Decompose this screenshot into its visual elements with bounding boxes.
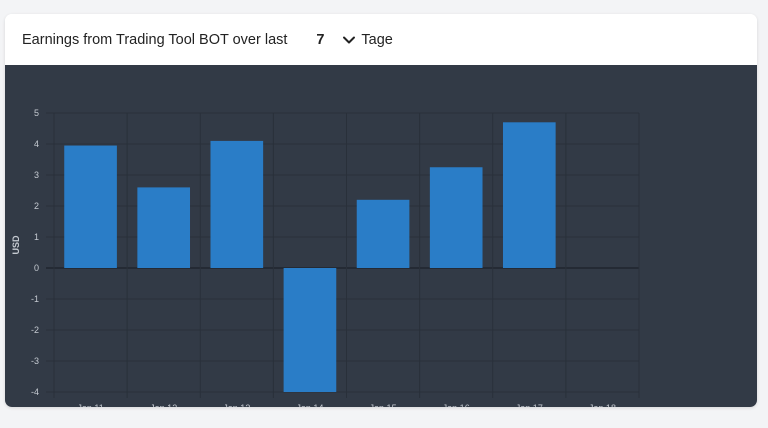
earnings-card: Earnings from Trading Tool BOT over last…: [5, 14, 757, 407]
card-header: Earnings from Trading Tool BOT over last…: [5, 14, 757, 65]
bar-jan-13[interactable]: [210, 140, 264, 268]
y-tick-label: 3: [34, 170, 39, 180]
x-tick-label: Jan 14: [296, 403, 323, 407]
x-tick-label: Jan 17: [516, 403, 543, 407]
bar-jan-15[interactable]: [356, 199, 410, 268]
y-tick-label: -2: [31, 325, 39, 335]
y-tick-label: 0: [34, 263, 39, 273]
chart-title: Earnings from Trading Tool BOT over last: [22, 31, 288, 48]
y-tick-label: 2: [34, 201, 39, 211]
chart-area: 5 4 3 2 1 0 -1 -2 -3 -4 Jan 11 Jan 12 Jan 13 Jan 14 Ja…: [5, 65, 757, 407]
x-tick-label: Jan 13: [223, 403, 250, 407]
x-tick-label: Jan 18: [589, 403, 616, 407]
y-tick-label: -1: [31, 294, 39, 304]
x-tick-label: Jan 12: [150, 403, 177, 407]
period-unit: Tage: [361, 31, 393, 48]
y-tick-label: 1: [34, 232, 39, 242]
chevron-down-icon: [343, 36, 356, 43]
y-tick-label: 5: [34, 108, 39, 118]
y-tick-label: 4: [34, 139, 39, 149]
bar-jan-16[interactable]: [429, 167, 483, 268]
chart-axes: 5 4 3 2 1 0 -1 -2 -3 -4 Jan 11 Jan 12 Jan 13 Jan 14 Ja…: [31, 108, 616, 407]
period-dropdown[interactable]: 7 Tage: [313, 31, 393, 48]
bar-jan-14[interactable]: [283, 268, 337, 392]
y-tick-label: -3: [31, 356, 39, 366]
y-axis-label: USD: [11, 235, 21, 255]
y-tick-label: -4: [31, 387, 39, 397]
bar-jan-17[interactable]: [502, 122, 556, 268]
bar-jan-12[interactable]: [137, 187, 191, 268]
x-tick-label: Jan 16: [443, 403, 470, 407]
x-tick-label: Jan 15: [370, 403, 397, 407]
x-tick-label: Jan 11: [77, 403, 103, 407]
period-value: 7: [316, 31, 325, 48]
chart-bars: [64, 122, 556, 392]
bar-jan-11[interactable]: [64, 145, 117, 268]
bar-chart: 5 4 3 2 1 0 -1 -2 -3 -4 Jan 11 Jan 12 Jan 13 Jan 14 Ja…: [11, 108, 640, 407]
